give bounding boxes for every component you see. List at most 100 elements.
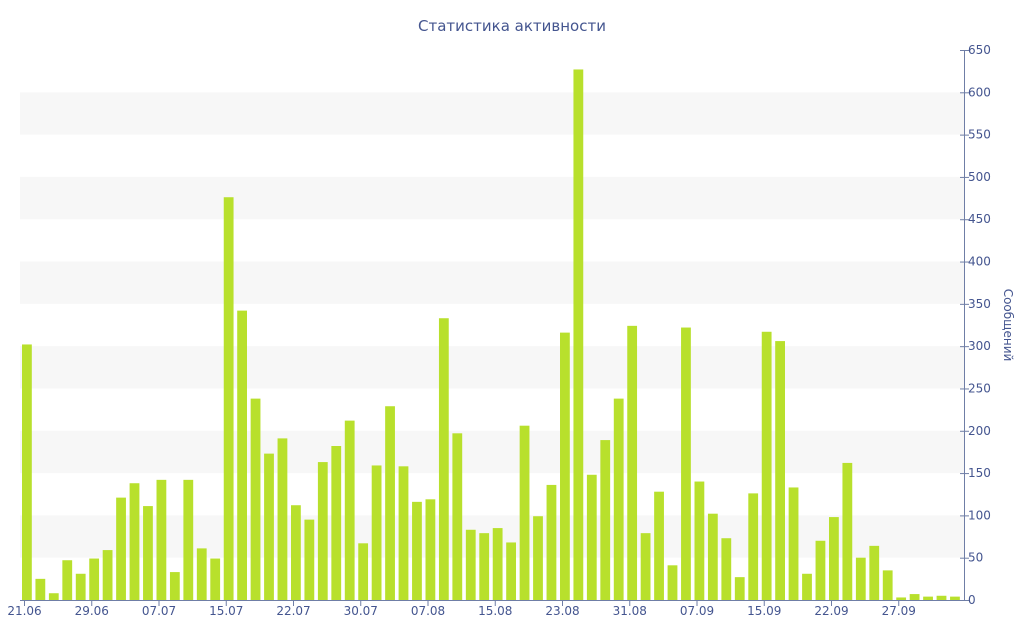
- bar[interactable]: [371, 465, 382, 600]
- bar[interactable]: [317, 462, 328, 600]
- bar[interactable]: [788, 487, 799, 600]
- y-tick-label: 0: [968, 593, 976, 607]
- grid-band: [20, 261, 964, 304]
- bar[interactable]: [438, 318, 449, 600]
- bar[interactable]: [479, 533, 490, 600]
- bar[interactable]: [196, 548, 207, 600]
- bar[interactable]: [331, 446, 342, 600]
- y-tick-label: 600: [968, 85, 991, 99]
- bar[interactable]: [492, 528, 503, 600]
- bar[interactable]: [250, 398, 261, 600]
- y-tick-label: 400: [968, 255, 991, 269]
- bar[interactable]: [640, 533, 651, 600]
- bar[interactable]: [425, 499, 436, 600]
- x-tick-label: 07.08: [411, 604, 445, 618]
- bar[interactable]: [465, 529, 476, 600]
- bar[interactable]: [734, 577, 745, 600]
- grid-bands: [20, 92, 964, 558]
- bar[interactable]: [291, 505, 301, 600]
- bar[interactable]: [829, 517, 839, 600]
- x-tick-label: 21.06: [7, 604, 41, 618]
- bar[interactable]: [264, 453, 274, 600]
- bar[interactable]: [129, 483, 140, 600]
- x-tick-label: 27.09: [882, 604, 916, 618]
- bar[interactable]: [344, 420, 355, 600]
- bar[interactable]: [882, 570, 893, 600]
- bar[interactable]: [89, 558, 100, 600]
- bar[interactable]: [22, 344, 32, 600]
- y-tick-label: 650: [968, 43, 991, 57]
- x-tick-label: 23.08: [545, 604, 579, 618]
- bar[interactable]: [169, 572, 180, 600]
- bar[interactable]: [707, 513, 718, 600]
- bar[interactable]: [304, 519, 315, 600]
- grid-band: [20, 176, 964, 220]
- x-tick-label: 31.08: [613, 604, 647, 618]
- chart-title: Статистика активности: [418, 17, 606, 35]
- bar[interactable]: [775, 341, 785, 600]
- bar[interactable]: [102, 550, 113, 600]
- bar[interactable]: [613, 398, 624, 600]
- y-tick-label: 200: [968, 424, 991, 438]
- y-tick-label: 450: [968, 212, 991, 226]
- x-axis-ticks: 21.06 29.06 07.07 15.07 22.07 30.07 07.08 15.08…: [7, 600, 916, 618]
- bar[interactable]: [62, 560, 73, 600]
- bar[interactable]: [35, 578, 46, 600]
- x-tick-label: 29.06: [75, 604, 109, 618]
- x-tick-label: 30.07: [344, 604, 378, 618]
- x-tick-label: 22.07: [276, 604, 310, 618]
- bar[interactable]: [654, 491, 664, 600]
- bar[interactable]: [398, 466, 409, 600]
- bar[interactable]: [412, 501, 422, 600]
- bar[interactable]: [802, 573, 812, 600]
- bar[interactable]: [560, 332, 570, 600]
- bar[interactable]: [573, 69, 584, 600]
- y-tick-label: 250: [968, 381, 991, 395]
- bar[interactable]: [533, 516, 543, 600]
- bar[interactable]: [210, 558, 221, 600]
- bar[interactable]: [842, 462, 853, 600]
- bar[interactable]: [586, 474, 597, 600]
- y-tick-label: 150: [968, 466, 991, 480]
- bar[interactable]: [385, 406, 395, 600]
- bar[interactable]: [950, 596, 960, 600]
- bar[interactable]: [600, 440, 611, 600]
- bar[interactable]: [183, 479, 194, 600]
- y-tick-label: 500: [968, 170, 991, 184]
- x-tick-label: 15.09: [747, 604, 781, 618]
- bar[interactable]: [761, 331, 772, 600]
- bar[interactable]: [223, 197, 234, 601]
- x-tick-label: 15.08: [478, 604, 512, 618]
- grid-band: [20, 430, 964, 474]
- bar[interactable]: [936, 595, 947, 600]
- bar[interactable]: [156, 479, 167, 600]
- bar[interactable]: [748, 493, 759, 600]
- bar[interactable]: [519, 425, 530, 600]
- bar[interactable]: [452, 433, 463, 600]
- bar[interactable]: [358, 543, 369, 600]
- bar[interactable]: [277, 438, 288, 600]
- bar[interactable]: [667, 565, 678, 600]
- bar[interactable]: [923, 596, 933, 600]
- bar[interactable]: [237, 310, 247, 600]
- bar[interactable]: [681, 327, 691, 600]
- bar[interactable]: [627, 325, 638, 600]
- bar[interactable]: [48, 593, 59, 600]
- bar[interactable]: [546, 484, 557, 600]
- bar[interactable]: [143, 506, 153, 600]
- bar[interactable]: [116, 497, 126, 600]
- bar[interactable]: [75, 573, 86, 600]
- bar[interactable]: [909, 594, 920, 600]
- y-axis-ticks: 0 50 100 150 200 250 300 350 400 450 500 550 600 650: [960, 43, 991, 607]
- bar[interactable]: [869, 545, 880, 600]
- bar[interactable]: [694, 481, 705, 600]
- y-tick-label: 100: [968, 508, 991, 522]
- bar[interactable]: [855, 557, 866, 600]
- bar[interactable]: [815, 540, 826, 600]
- bar[interactable]: [896, 597, 907, 600]
- y-axis-label: Сообщений: [1001, 289, 1015, 362]
- bar[interactable]: [721, 538, 732, 600]
- x-tick-label: 15.07: [209, 604, 243, 618]
- bar[interactable]: [506, 542, 516, 600]
